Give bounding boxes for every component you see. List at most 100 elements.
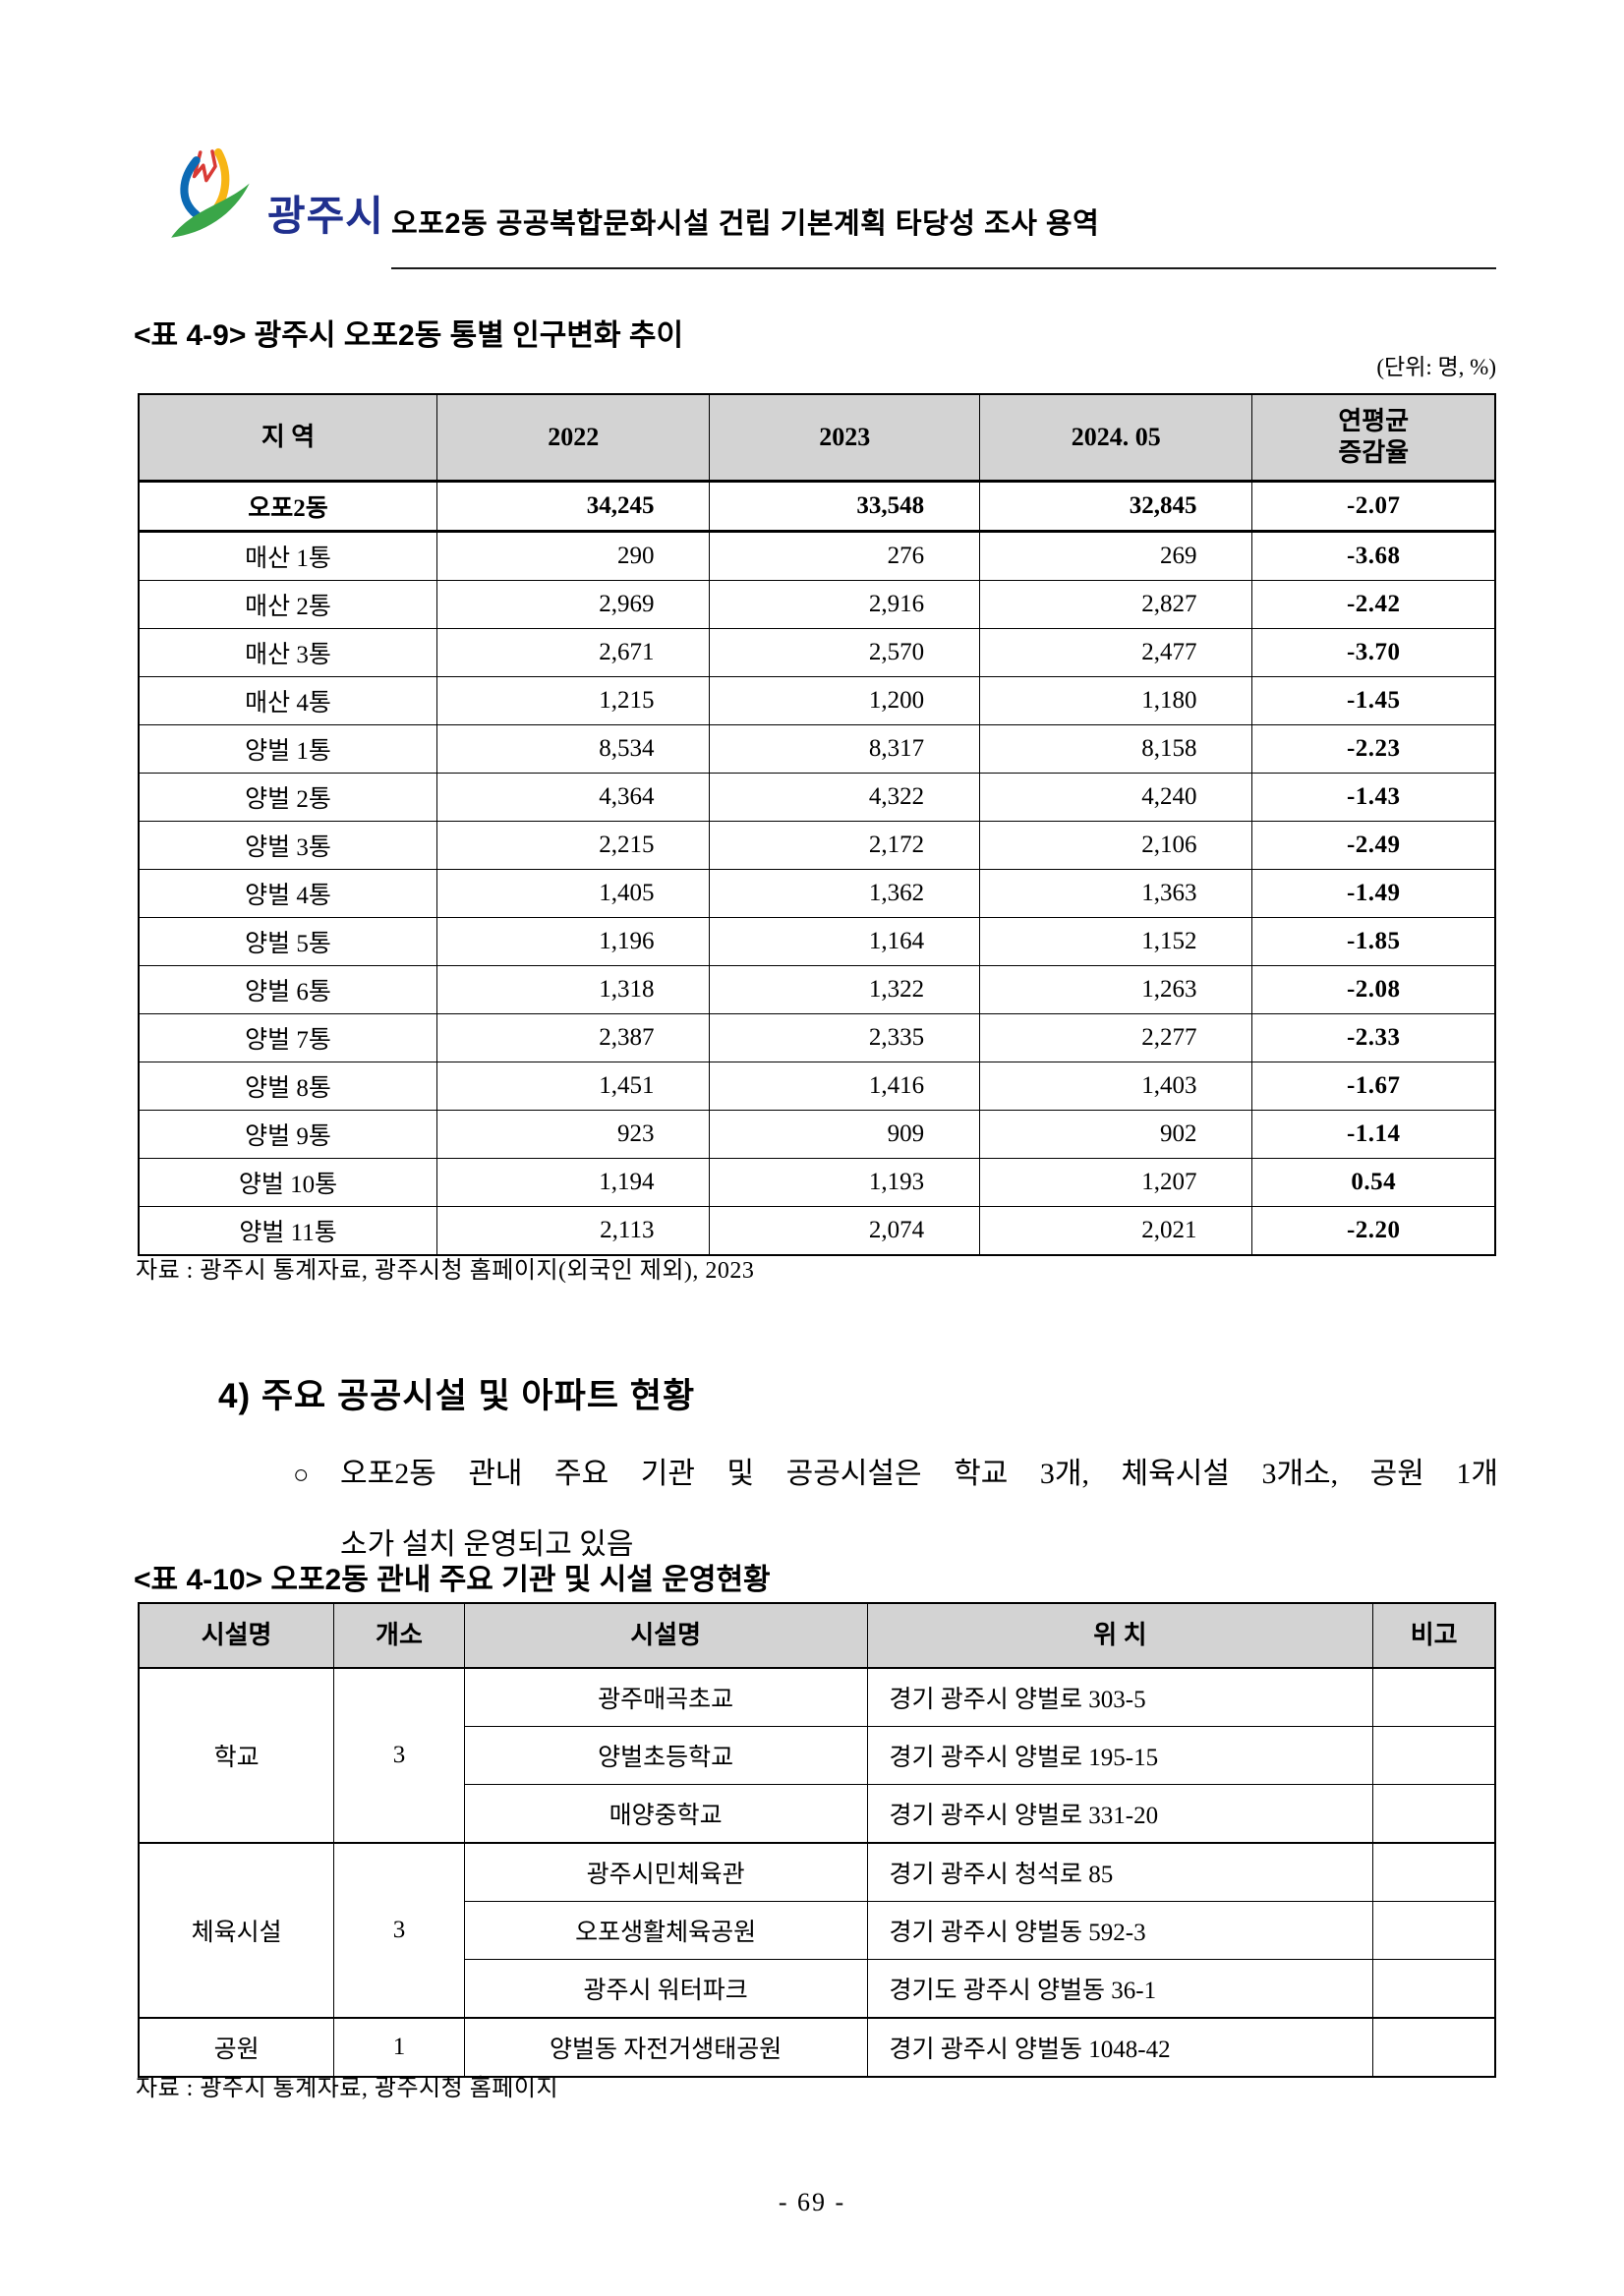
rate-cell: -1.43 xyxy=(1251,773,1496,822)
facility-name-cell: 광주매곡초교 xyxy=(463,1667,868,1727)
table-header-row: 시설명 개소 시설명 위 치 비고 xyxy=(138,1602,1496,1669)
col-header-facility-type: 시설명 xyxy=(138,1602,335,1669)
region-cell: 양벌 7통 xyxy=(138,1013,438,1062)
value-2022-cell: 923 xyxy=(436,1110,711,1159)
value-2024-cell: 1,263 xyxy=(979,965,1253,1014)
col-header-avg-change-rate: 연평균 증감율 xyxy=(1251,393,1496,483)
value-2022-cell: 2,113 xyxy=(436,1206,711,1256)
value-2022-cell: 1,194 xyxy=(436,1158,711,1207)
bullet-line-2: 소가 설치 운영되고 있음 xyxy=(340,1528,634,1561)
location-cell: 경기 광주시 양벌로 303-5 xyxy=(866,1667,1374,1727)
value-2024-cell: 32,845 xyxy=(979,481,1253,533)
col-header-2022: 2022 xyxy=(436,393,711,483)
table1-unit-note: (단위: 명, %) xyxy=(1376,355,1496,379)
value-2024-cell: 4,240 xyxy=(979,773,1253,822)
population-table: 지 역 2022 2023 2024. 05 연평균 증감율 오포2동 34,24… xyxy=(138,393,1496,1256)
value-2024-cell: 2,477 xyxy=(979,628,1253,677)
rate-cell: -1.67 xyxy=(1251,1062,1496,1111)
facility-name-cell: 오포생활체육공원 xyxy=(463,1901,868,1960)
region-cell: 오포2동 xyxy=(138,481,438,533)
value-2024-cell: 1,403 xyxy=(979,1062,1253,1111)
note-cell xyxy=(1372,1726,1496,1785)
table-row: 양벌 8통 1,451 1,416 1,403 -1.67 xyxy=(138,1062,1496,1111)
region-cell: 양벌 9통 xyxy=(138,1110,438,1159)
rate-cell: -2.07 xyxy=(1251,481,1496,533)
logo-text: 광주시 xyxy=(267,193,384,239)
count-cell: 3 xyxy=(333,1667,465,1844)
region-cell: 매산 1통 xyxy=(138,531,438,581)
rate-cell: -2.42 xyxy=(1251,580,1496,629)
value-2023-cell: 2,172 xyxy=(709,821,981,870)
value-2024-cell: 8,158 xyxy=(979,724,1253,774)
value-2022-cell: 1,318 xyxy=(436,965,711,1014)
rate-cell: -3.68 xyxy=(1251,531,1496,581)
value-2024-cell: 2,106 xyxy=(979,821,1253,870)
facility-name-cell: 광주시민체육관 xyxy=(463,1842,868,1902)
value-2022-cell: 2,387 xyxy=(436,1013,711,1062)
note-cell xyxy=(1372,1959,1496,2019)
region-cell: 양벌 3통 xyxy=(138,821,438,870)
table-row: 양벌 10통 1,194 1,193 1,207 0.54 xyxy=(138,1158,1496,1207)
value-2023-cell: 8,317 xyxy=(709,724,981,774)
facility-name-cell: 양벌동 자전거생태공원 xyxy=(463,2017,868,2078)
value-2023-cell: 1,164 xyxy=(709,917,981,966)
rate-cell: 0.54 xyxy=(1251,1158,1496,1207)
value-2022-cell: 1,215 xyxy=(436,676,711,725)
table2-caption: <표 4-10> 오포2동 관내 주요 기관 및 시설 운영현황 xyxy=(134,1564,771,1596)
table-row: 매산 3통 2,671 2,570 2,477 -3.70 xyxy=(138,628,1496,677)
rate-cell: -3.70 xyxy=(1251,628,1496,677)
table-row: 매산 2통 2,969 2,916 2,827 -2.42 xyxy=(138,580,1496,629)
location-cell: 경기 광주시 양벌동 1048-42 xyxy=(866,2017,1374,2078)
table-row: 체육시설 3 광주시민체육관 경기 광주시 청석로 85 xyxy=(138,1842,1496,2019)
table-row: 양벌 3통 2,215 2,172 2,106 -2.49 xyxy=(138,821,1496,870)
table1-source: 자료 : 광주시 통계자료, 광주시청 홈페이지(외국인 제외), 2023 xyxy=(136,1258,755,1284)
table-row: 오포생활체육공원 경기 광주시 양벌동 592-3 xyxy=(139,1901,1496,1960)
rate-cell: -1.85 xyxy=(1251,917,1496,966)
note-cell xyxy=(1372,1901,1496,1960)
col-header-count: 개소 xyxy=(333,1602,465,1669)
region-cell: 양벌 11통 xyxy=(138,1206,438,1256)
region-cell: 양벌 2통 xyxy=(138,773,438,822)
location-cell: 경기 광주시 양벌동 592-3 xyxy=(866,1901,1374,1960)
facility-name-cell: 양벌초등학교 xyxy=(463,1726,868,1785)
category-cell: 학교 xyxy=(138,1667,335,1844)
circle-bullet-icon: ○ xyxy=(293,1460,310,1489)
region-cell: 매산 4통 xyxy=(138,676,438,725)
value-2023-cell: 2,916 xyxy=(709,580,981,629)
value-2022-cell: 1,405 xyxy=(436,869,711,918)
table-row: 양벌 2통 4,364 4,322 4,240 -1.43 xyxy=(138,773,1496,822)
value-2023-cell: 2,074 xyxy=(709,1206,981,1256)
document-title: 오포2동 공공복합문화시설 건립 기본계획 타당성 조사 용역 xyxy=(391,201,1496,269)
table-row: 양벌 9통 923 909 902 -1.14 xyxy=(138,1110,1496,1159)
region-cell: 양벌 4통 xyxy=(138,869,438,918)
note-cell xyxy=(1372,2017,1496,2078)
value-2023-cell: 4,322 xyxy=(709,773,981,822)
value-2022-cell: 2,215 xyxy=(436,821,711,870)
table-row: 매산 1통 290 276 269 -3.68 xyxy=(138,531,1496,581)
rate-cell: -1.14 xyxy=(1251,1110,1496,1159)
rate-cell: -2.33 xyxy=(1251,1013,1496,1062)
category-cell: 체육시설 xyxy=(138,1842,335,2019)
rate-cell: -2.20 xyxy=(1251,1206,1496,1256)
table-header-row: 지 역 2022 2023 2024. 05 연평균 증감율 xyxy=(138,393,1496,483)
section-heading: 4) 주요 공공시설 및 아파트 현황 xyxy=(218,1377,696,1415)
col-header-location: 위 치 xyxy=(866,1602,1374,1669)
rate-cell: -2.08 xyxy=(1251,965,1496,1014)
table2-source: 자료 : 광주시 통계자료, 광주시청 홈페이지 xyxy=(136,2076,559,2101)
note-cell xyxy=(1372,1784,1496,1844)
value-2024-cell: 1,207 xyxy=(979,1158,1253,1207)
value-2022-cell: 34,245 xyxy=(436,481,711,533)
page-number: - 69 - xyxy=(778,2188,846,2216)
value-2023-cell: 1,200 xyxy=(709,676,981,725)
table-row: 양벌 7통 2,387 2,335 2,277 -2.33 xyxy=(138,1013,1496,1062)
col-header-facility-name: 시설명 xyxy=(463,1602,868,1669)
table-row: 광주시 워터파크 경기도 광주시 양벌동 36-1 xyxy=(139,1959,1496,2019)
value-2024-cell: 1,180 xyxy=(979,676,1253,725)
col-header-region: 지 역 xyxy=(138,393,438,483)
value-2024-cell: 1,363 xyxy=(979,869,1253,918)
region-cell: 양벌 1통 xyxy=(138,724,438,774)
value-2023-cell: 2,570 xyxy=(709,628,981,677)
facility-name-cell: 매양중학교 xyxy=(463,1784,868,1844)
